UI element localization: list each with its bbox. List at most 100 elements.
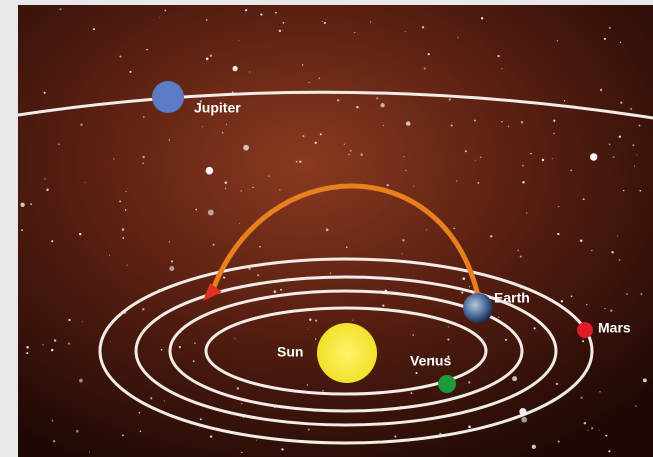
- star: [249, 71, 251, 73]
- orbit: [98, 257, 594, 445]
- star: [223, 276, 226, 279]
- star: [21, 229, 23, 231]
- star: [464, 150, 467, 153]
- star: [412, 334, 414, 336]
- star: [299, 160, 302, 163]
- star: [170, 260, 174, 263]
- star: [519, 255, 522, 258]
- star: [403, 156, 405, 158]
- star: [59, 8, 62, 11]
- star: [439, 432, 442, 435]
- star: [256, 439, 257, 441]
- star: [590, 153, 598, 161]
- planet-label: Jupiter: [194, 100, 241, 116]
- star: [370, 21, 372, 23]
- star: [84, 182, 86, 184]
- orbit: [168, 289, 524, 413]
- star: [599, 88, 603, 92]
- star: [323, 21, 327, 25]
- space-background: [18, 5, 653, 457]
- star: [468, 425, 471, 429]
- star: [169, 266, 175, 271]
- star: [477, 181, 480, 184]
- star: [142, 116, 145, 118]
- star: [501, 120, 503, 123]
- star: [401, 253, 403, 255]
- star: [164, 9, 167, 12]
- star: [273, 290, 277, 293]
- star: [586, 304, 588, 306]
- star: [350, 150, 352, 152]
- star: [394, 435, 397, 438]
- star: [608, 26, 611, 29]
- jupiter: [152, 81, 184, 113]
- star: [530, 152, 532, 155]
- star: [159, 17, 161, 18]
- star: [376, 97, 379, 100]
- star: [462, 277, 466, 280]
- star: [447, 326, 449, 328]
- star: [168, 139, 171, 141]
- star: [243, 144, 250, 151]
- star: [109, 340, 111, 342]
- star: [382, 304, 385, 307]
- star: [142, 308, 145, 311]
- star: [468, 286, 471, 288]
- star: [260, 13, 263, 16]
- star: [278, 29, 282, 33]
- star: [92, 28, 96, 31]
- star: [505, 338, 507, 341]
- star: [221, 131, 224, 134]
- star: [626, 293, 628, 295]
- star: [202, 126, 203, 128]
- star: [618, 259, 621, 261]
- star: [122, 434, 124, 437]
- star: [382, 124, 384, 127]
- star: [76, 429, 79, 433]
- star: [150, 397, 153, 400]
- transfer-arrow: [209, 183, 481, 297]
- star: [404, 31, 406, 33]
- star: [526, 212, 528, 214]
- star: [307, 328, 309, 330]
- star: [517, 249, 519, 252]
- stars: [20, 8, 647, 454]
- star: [67, 342, 71, 345]
- arrow-head: [203, 283, 222, 301]
- star: [604, 307, 606, 309]
- star: [599, 391, 601, 393]
- star: [461, 291, 464, 294]
- star: [80, 123, 83, 127]
- star: [81, 321, 83, 323]
- star: [563, 100, 566, 102]
- star: [611, 251, 614, 254]
- star: [512, 376, 518, 382]
- star: [591, 249, 593, 251]
- star: [192, 360, 195, 363]
- star: [322, 389, 324, 392]
- star: [608, 143, 611, 146]
- star: [405, 169, 407, 172]
- star: [252, 186, 254, 189]
- star: [109, 254, 111, 256]
- star: [308, 81, 310, 83]
- star: [239, 222, 241, 224]
- star: [306, 384, 308, 386]
- star: [309, 318, 312, 321]
- jupiter-orbit: [17, 90, 653, 120]
- star: [138, 411, 141, 414]
- star: [639, 189, 642, 192]
- star: [139, 430, 142, 433]
- star: [557, 232, 560, 236]
- star: [126, 264, 128, 266]
- star: [609, 309, 613, 312]
- star: [224, 181, 227, 184]
- star: [402, 239, 405, 242]
- star: [533, 327, 536, 330]
- star: [386, 183, 389, 187]
- star: [413, 185, 415, 187]
- star: [558, 206, 560, 208]
- star: [205, 166, 214, 175]
- star: [43, 91, 46, 94]
- star: [570, 169, 573, 172]
